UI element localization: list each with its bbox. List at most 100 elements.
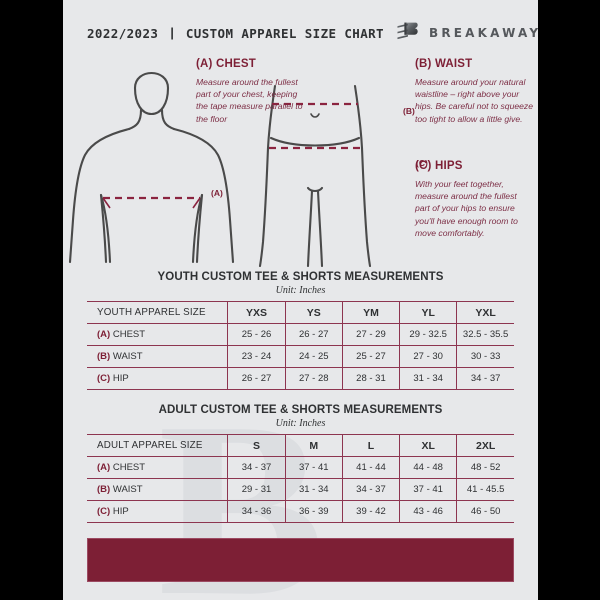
table-row: (C) HIP 34 - 36 36 - 39 39 - 42 43 - 46 … xyxy=(87,500,514,523)
youth-r2-c3: 31 - 34 xyxy=(399,367,458,390)
youth-r2-c1: 27 - 28 xyxy=(285,367,343,390)
youth-r2-c2: 28 - 31 xyxy=(342,367,401,390)
header-separator: | xyxy=(170,26,174,40)
page-header: 2022/2023 | CUSTOM APPAREL SIZE CHART xyxy=(63,0,538,46)
table-row: (A) CHEST 34 - 37 37 - 41 41 - 44 44 - 4… xyxy=(87,456,514,479)
adult-r1-c1: 31 - 34 xyxy=(285,478,343,501)
callout-chest-heading: (A) CHEST xyxy=(196,58,256,70)
youth-row-1-name: WAIST xyxy=(112,351,143,362)
youth-r2-c4: 34 - 37 xyxy=(456,367,514,390)
header-season: 2022/2023 xyxy=(87,25,159,41)
table-row: (A) CHEST 25 - 26 26 - 27 27 - 29 29 - 3… xyxy=(87,323,514,346)
callout-hips: (C) HIPS With your feet together, measur… xyxy=(415,160,533,239)
adult-size-table: ADULT APPAREL SIZE S M L XL 2XL (A) CHES… xyxy=(87,434,514,523)
youth-r0-c4: 32.5 - 35.5 xyxy=(456,323,514,346)
adult-r0-c4: 48 - 52 xyxy=(456,456,514,479)
youth-table-block: YOUTH CUSTOM TEE & SHORTS MEASUREMENTS U… xyxy=(63,271,538,390)
youth-r0-c3: 29 - 32.5 xyxy=(399,323,458,346)
youth-table-unit: Unit: Inches xyxy=(275,285,326,296)
adult-table-title: ADULT CUSTOM TEE & SHORTS MEASUREMENTS xyxy=(158,404,443,416)
adult-row-2-name: HIP xyxy=(112,506,129,517)
adult-row-1-marker: (B) xyxy=(97,484,111,495)
adult-row-2-marker: (C) xyxy=(97,506,111,517)
hips-measure-tag: (C) xyxy=(416,158,428,168)
adult-size-col-3: XL xyxy=(399,434,458,457)
adult-r2-c2: 39 - 42 xyxy=(342,500,401,523)
youth-row-0-label: (A) CHEST xyxy=(87,323,229,346)
adult-size-col-2: L xyxy=(342,434,401,457)
footer-banner xyxy=(87,538,514,582)
callout-hips-body: With your feet together, measure around … xyxy=(415,179,518,238)
brand-name: BREAKAWAY xyxy=(429,26,538,40)
adult-size-col-1: M xyxy=(285,434,343,457)
adult-row-2-label: (C) HIP xyxy=(87,500,229,523)
adult-row-1-label: (B) WAIST xyxy=(87,478,229,501)
adult-r1-c2: 34 - 37 xyxy=(342,478,401,501)
adult-r1-c4: 41 - 45.5 xyxy=(456,478,514,501)
youth-row-0-marker: (A) xyxy=(97,329,111,340)
adult-r2-c4: 46 - 50 xyxy=(456,500,514,523)
breakaway-b-monogram-icon xyxy=(397,22,418,40)
youth-size-col-0: YXS xyxy=(227,301,286,324)
adult-table-block: ADULT CUSTOM TEE & SHORTS MEASUREMENTS U… xyxy=(63,404,538,523)
youth-r1-c0: 23 - 24 xyxy=(227,345,286,368)
adult-row-0-name: CHEST xyxy=(112,462,146,473)
adult-r0-c1: 37 - 41 xyxy=(285,456,343,479)
youth-row-2-name: HIP xyxy=(112,373,129,384)
youth-r0-c2: 27 - 29 xyxy=(342,323,401,346)
youth-r1-c3: 27 - 30 xyxy=(399,345,458,368)
callout-waist-heading: (B) WAIST xyxy=(415,58,473,70)
youth-table-header-row: YOUTH APPAREL SIZE YXS YS YM YL YXL xyxy=(87,301,514,324)
adult-table-unit: Unit: Inches xyxy=(275,418,326,429)
callout-chest-body: Measure around the fullest part of your … xyxy=(196,77,303,124)
adult-row-0-marker: (A) xyxy=(97,462,111,473)
youth-row-1-label: (B) WAIST xyxy=(87,345,229,368)
measurement-diagram: (A) (B) (C) (A) CHEST Measure around the… xyxy=(63,52,538,267)
body-figures-svg xyxy=(68,72,372,267)
youth-r1-c1: 24 - 25 xyxy=(285,345,343,368)
adult-r2-c1: 36 - 39 xyxy=(285,500,343,523)
page-content: 2022/2023 | CUSTOM APPAREL SIZE CHART xyxy=(63,0,538,523)
youth-r1-c2: 25 - 27 xyxy=(342,345,401,368)
chest-measure-tag: (A) xyxy=(211,188,223,198)
size-chart-page: B 2022/2023 | CUSTOM APPAREL SIZE CHART xyxy=(63,0,538,600)
callout-chest: (A) CHEST Measure around the fullest par… xyxy=(196,58,308,125)
youth-row-0-name: CHEST xyxy=(112,329,146,340)
youth-r0-c0: 25 - 26 xyxy=(227,323,286,346)
adult-r1-c3: 37 - 41 xyxy=(399,478,458,501)
callout-waist: (B) WAIST Measure around your natural wa… xyxy=(415,58,533,125)
adult-r0-c3: 44 - 48 xyxy=(399,456,458,479)
youth-size-table: YOUTH APPAREL SIZE YXS YS YM YL YXL (A) … xyxy=(87,301,514,390)
table-row: (B) WAIST 23 - 24 24 - 25 25 - 27 27 - 3… xyxy=(87,345,514,368)
adult-row-0-label: (A) CHEST xyxy=(87,456,229,479)
youth-header-label: YOUTH APPAREL SIZE xyxy=(87,301,229,324)
youth-size-col-2: YM xyxy=(342,301,401,324)
adult-row-1-name: WAIST xyxy=(112,484,143,495)
adult-header-label: ADULT APPAREL SIZE xyxy=(87,434,229,457)
youth-r2-c0: 26 - 27 xyxy=(227,367,286,390)
youth-row-2-label: (C) HIP xyxy=(87,367,229,390)
youth-size-col-3: YL xyxy=(399,301,458,324)
adult-r1-c0: 29 - 31 xyxy=(227,478,286,501)
adult-size-col-0: S xyxy=(227,434,286,457)
adult-table-header-row: ADULT APPAREL SIZE S M L XL 2XL xyxy=(87,434,514,457)
callout-waist-body: Measure around your natural waistline – … xyxy=(415,77,534,124)
youth-table-title: YOUTH CUSTOM TEE & SHORTS MEASUREMENTS xyxy=(157,271,444,283)
page-title: CUSTOM APPAREL SIZE CHART xyxy=(185,25,384,41)
adult-r0-c0: 34 - 37 xyxy=(227,456,286,479)
callout-hips-heading: (C) HIPS xyxy=(415,160,463,172)
waist-measure-tag: (B) xyxy=(403,106,415,116)
adult-r0-c2: 41 - 44 xyxy=(342,456,401,479)
table-row: (C) HIP 26 - 27 27 - 28 28 - 31 31 - 34 … xyxy=(87,367,514,390)
youth-size-col-4: YXL xyxy=(456,301,514,324)
youth-row-2-marker: (C) xyxy=(97,373,111,384)
youth-row-1-marker: (B) xyxy=(97,351,111,362)
youth-r0-c1: 26 - 27 xyxy=(285,323,343,346)
youth-r1-c4: 30 - 33 xyxy=(456,345,514,368)
brand-lockup: BREAKAWAY xyxy=(394,20,538,46)
youth-size-col-1: YS xyxy=(285,301,343,324)
adult-r2-c0: 34 - 36 xyxy=(227,500,286,523)
adult-r2-c3: 43 - 46 xyxy=(399,500,458,523)
table-row: (B) WAIST 29 - 31 31 - 34 34 - 37 37 - 4… xyxy=(87,478,514,501)
